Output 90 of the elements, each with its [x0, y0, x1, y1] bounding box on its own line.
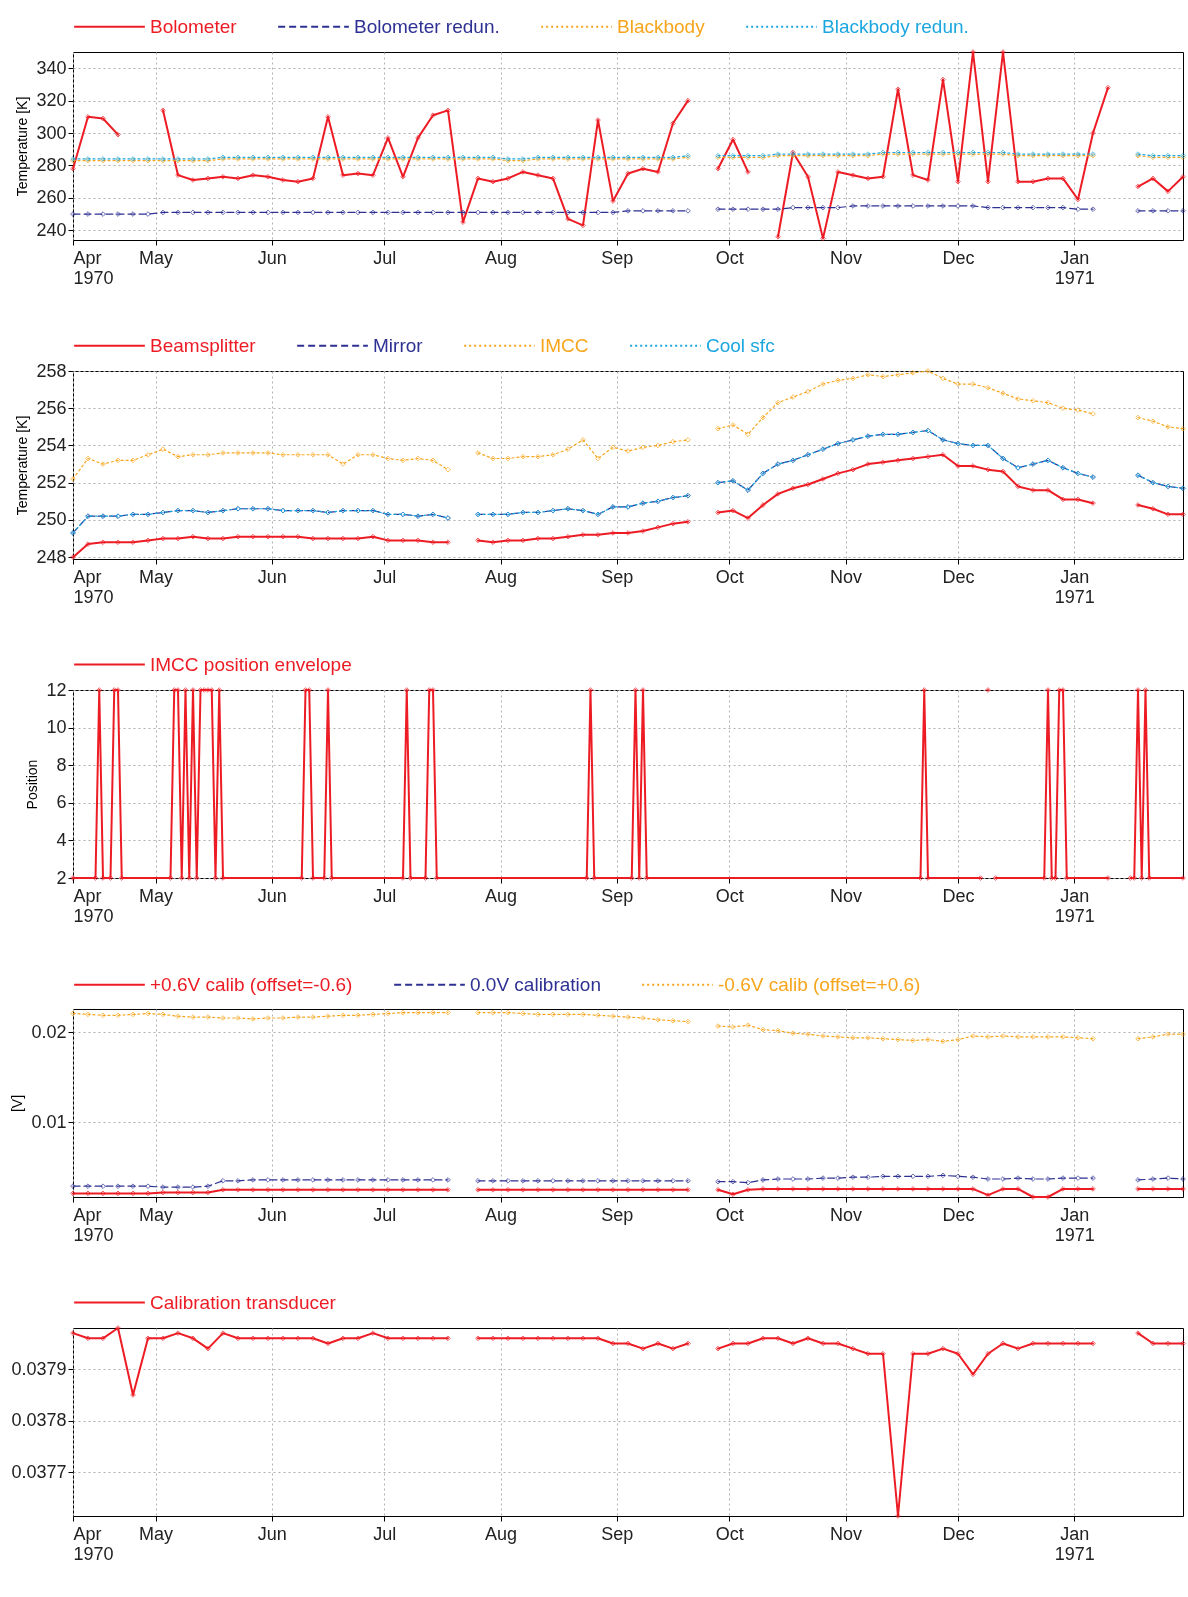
x-tick-label: Jan 1971 — [1054, 566, 1095, 607]
x-tick-label: Nov — [829, 1523, 863, 1544]
legend-label: +0.6V calib (offset=-0.6) — [150, 973, 353, 995]
legend-label: Blackbody redun. — [822, 15, 969, 37]
x-tick-label: Aug — [484, 1204, 518, 1225]
x-tick-label: Jun — [257, 1523, 287, 1544]
y-tick-label: 0.0378 — [11, 1410, 67, 1431]
x-tick-label: Jun — [257, 247, 287, 268]
x-tick-label: Jan 1971 — [1054, 885, 1095, 926]
y-tick-label: 256 — [36, 397, 67, 418]
legend-label: Mirror — [373, 334, 424, 356]
y-tick-label: 300 — [36, 122, 67, 143]
x-tick-label: Aug — [484, 1523, 518, 1544]
x-tick-label: Dec — [942, 566, 975, 587]
x-tick-label: May — [138, 566, 174, 587]
x-tick-label: Apr 1970 — [73, 885, 114, 926]
legend-label: IMCC — [540, 334, 589, 356]
x-tick-label: Dec — [942, 1204, 975, 1225]
x-tick-label: Jun — [257, 1204, 287, 1225]
x-tick-label: Oct — [715, 885, 744, 906]
legend-label: Cool sfc — [706, 334, 775, 356]
x-tick-label: Jan 1971 — [1054, 1204, 1095, 1245]
y-tick-label: 340 — [36, 57, 67, 78]
x-tick-label: Jul — [373, 885, 397, 906]
x-tick-label: Oct — [715, 1204, 744, 1225]
x-tick-label: Sep — [601, 247, 634, 268]
x-tick-label: Jul — [373, 247, 397, 268]
y-tick-label: 280 — [36, 154, 67, 175]
y-tick-label: 248 — [36, 546, 67, 567]
y-tick-label: 254 — [36, 434, 67, 455]
x-tick-label: Aug — [484, 566, 518, 587]
x-tick-label: Apr 1970 — [73, 247, 114, 288]
x-tick-label: Nov — [829, 885, 863, 906]
x-tick-label: Dec — [942, 885, 975, 906]
x-tick-label: May — [138, 885, 174, 906]
x-tick-label: Sep — [601, 1204, 634, 1225]
y-tick-label: 250 — [36, 509, 67, 530]
legend-label: Bolometer — [150, 15, 238, 37]
y-tick-label: 0.0379 — [11, 1358, 67, 1379]
legend-label: Beamsplitter — [150, 334, 257, 356]
x-tick-label: Jan 1971 — [1054, 247, 1095, 288]
y-axis-title: Position — [24, 759, 41, 810]
legend-label: Calibration transducer — [150, 1291, 337, 1313]
y-tick-label: 0.0377 — [11, 1461, 67, 1482]
x-tick-label: Apr 1970 — [73, 1204, 114, 1245]
y-tick-label: 4 — [56, 829, 67, 850]
x-tick-label: Dec — [942, 1523, 975, 1544]
y-tick-label: 320 — [36, 90, 67, 111]
x-tick-label: Nov — [829, 1204, 863, 1225]
x-tick-label: Aug — [484, 247, 518, 268]
x-tick-label: Oct — [715, 247, 744, 268]
x-tick-label: Aug — [484, 885, 518, 906]
y-tick-label: 8 — [56, 754, 67, 775]
x-tick-label: Jul — [373, 1204, 397, 1225]
legend-label: Blackbody — [617, 15, 706, 37]
y-tick-label: 6 — [56, 792, 67, 813]
x-tick-label: May — [138, 1523, 174, 1544]
x-tick-label: Sep — [601, 566, 634, 587]
y-tick-label: 252 — [36, 472, 67, 493]
x-tick-label: Jul — [373, 1523, 397, 1544]
x-tick-label: Jun — [257, 885, 287, 906]
x-tick-label: Sep — [601, 1523, 634, 1544]
legend-label: Bolometer redun. — [354, 15, 500, 37]
x-tick-label: Nov — [829, 566, 863, 587]
y-tick-label: 0.01 — [31, 1111, 67, 1132]
y-axis-title: Temperature [K] — [14, 96, 31, 197]
legend-label: -0.6V calib (offset=+0.6) — [718, 973, 921, 995]
y-tick-label: 2 — [56, 867, 67, 888]
x-tick-label: Dec — [942, 247, 975, 268]
y-axis-title: [V] — [9, 1094, 26, 1113]
x-tick-label: Oct — [715, 1523, 744, 1544]
x-tick-label: Oct — [715, 566, 744, 587]
y-tick-label: 0.02 — [31, 1021, 67, 1042]
x-tick-label: May — [138, 247, 174, 268]
x-tick-label: Jul — [373, 566, 397, 587]
legend-label: IMCC position envelope — [150, 653, 352, 675]
y-tick-label: 260 — [36, 187, 67, 208]
x-tick-label: Sep — [601, 885, 634, 906]
y-tick-label: 258 — [36, 360, 67, 381]
y-tick-label: 12 — [46, 679, 67, 700]
x-tick-label: Apr 1970 — [73, 1523, 114, 1564]
x-tick-label: Jan 1971 — [1054, 1523, 1095, 1564]
y-tick-label: 10 — [46, 717, 67, 738]
x-tick-label: Apr 1970 — [73, 566, 114, 607]
x-tick-label: May — [138, 1204, 174, 1225]
x-tick-label: Jun — [257, 566, 287, 587]
x-tick-label: Nov — [829, 247, 863, 268]
legend-label: 0.0V calibration — [470, 973, 601, 995]
y-axis-title: Temperature [K] — [14, 415, 31, 516]
y-tick-label: 240 — [36, 219, 67, 240]
